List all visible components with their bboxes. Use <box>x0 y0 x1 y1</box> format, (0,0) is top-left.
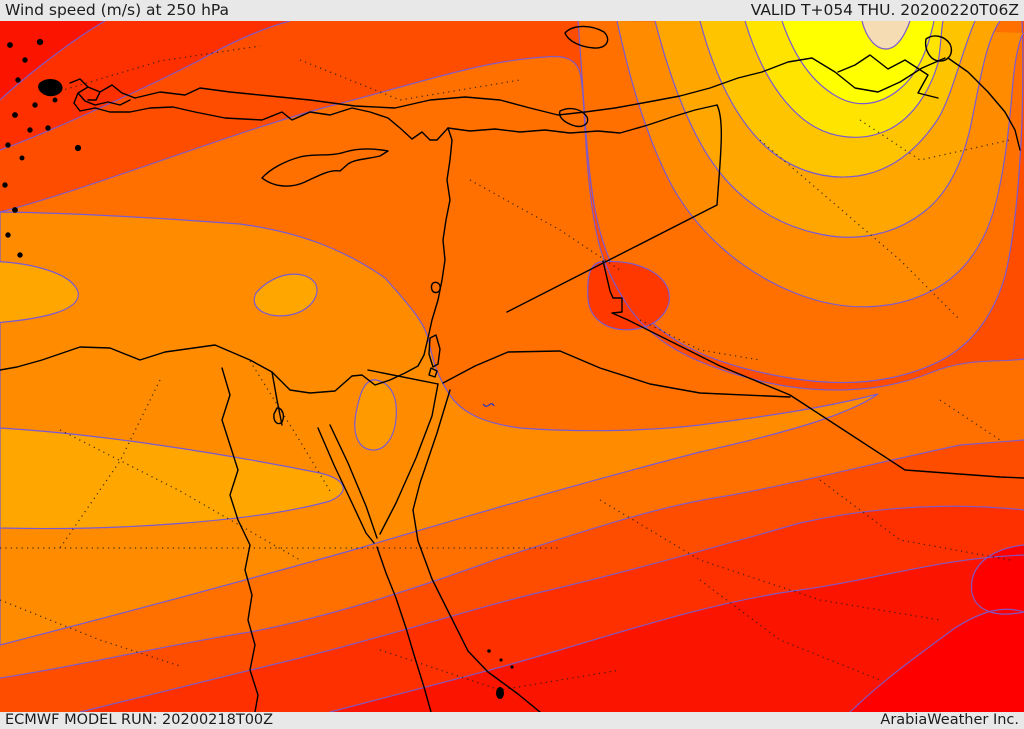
iraq-iran-border <box>716 104 722 206</box>
sea-of-galilee <box>430 281 441 294</box>
lake-urmia <box>924 35 953 62</box>
contour-map-canvas <box>0 21 1024 712</box>
gulf-of-aqaba-east-coast <box>412 389 451 511</box>
dead-sea <box>428 334 441 378</box>
model-run-label: ECMWF MODEL RUN: 20200218T00Z <box>5 712 274 729</box>
red-sea-saudi-coast <box>412 509 541 712</box>
jordan-east-border <box>602 260 1024 479</box>
lake-hazar <box>558 107 589 128</box>
gulf-of-suez-east-coast <box>329 424 378 539</box>
armenia-border-segment <box>837 54 939 99</box>
red-sea-egypt-coast <box>376 546 432 712</box>
caspian-coast <box>947 57 1021 151</box>
cyprus-coastline <box>261 148 389 187</box>
admin-boundaries-dotted <box>0 45 1011 691</box>
valid-time-label: VALID T+054 THU. 20200220T06Z <box>750 0 1019 19</box>
bitter-lakes <box>273 407 285 425</box>
black-sea-coast <box>134 57 946 116</box>
suez-canal <box>271 371 283 426</box>
turkey-syria-border <box>447 104 718 134</box>
egypt-israel-border <box>367 369 439 385</box>
contour-lines <box>0 21 1024 712</box>
red-sea-islands <box>487 649 514 699</box>
header-bar: Wind speed (m/s) at 250 hPa VALID T+054 … <box>0 0 1024 21</box>
jordan-saudi-border <box>442 350 791 398</box>
wind-speed-map <box>0 21 1024 712</box>
coastlines-and-borders <box>0 25 1024 712</box>
aegean-islands <box>2 38 82 258</box>
egypt-mediterranean-coast <box>0 344 353 394</box>
anatolia-south-coast <box>94 106 449 141</box>
gulf-of-suez-west-coast <box>317 427 375 544</box>
syria-iraq-border <box>506 204 718 313</box>
footer-bar: ECMWF MODEL RUN: 20200218T00Z ArabiaWeat… <box>0 712 1024 729</box>
aegean-marmara-coast <box>69 78 136 112</box>
levant-coast <box>351 127 453 386</box>
nile-river <box>221 367 259 712</box>
minor-contour-mark <box>482 403 495 407</box>
gulf-of-aqaba-west-coast <box>379 383 439 535</box>
wind-speed-bands <box>0 21 1024 712</box>
lake-van <box>564 25 609 49</box>
map-title: Wind speed (m/s) at 250 hPa <box>5 0 230 19</box>
credit-label: ArabiaWeather Inc. <box>880 712 1019 729</box>
